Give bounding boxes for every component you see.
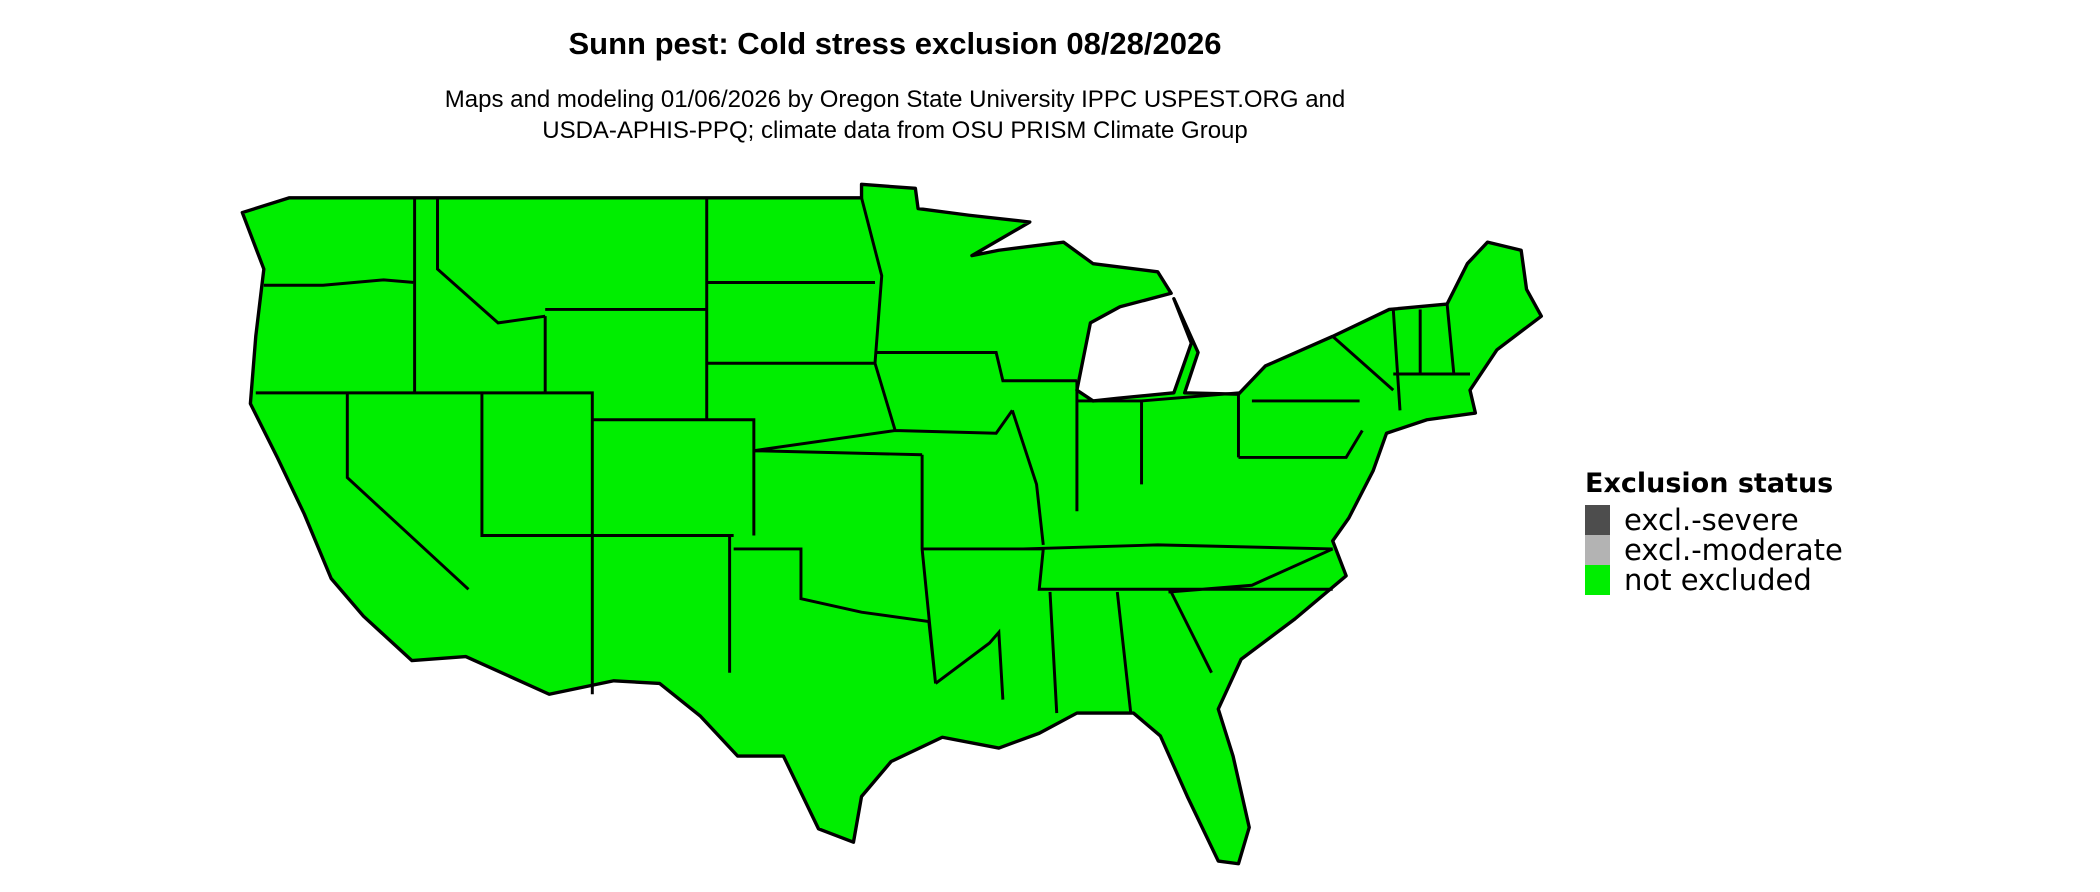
conus-outline <box>240 182 1544 866</box>
legend-title: Exclusion status <box>1585 468 1834 499</box>
legend-label: excl.-severe <box>1624 503 1799 537</box>
legend-swatch <box>1585 535 1610 565</box>
legend-item-severe: excl.-severe <box>1585 503 1843 537</box>
state-borders <box>255 197 1470 714</box>
subtitle-line-2: USDA-APHIS-PPQ; climate data from OSU PR… <box>542 117 1248 144</box>
legend-label: excl.-moderate <box>1624 533 1843 567</box>
map-title: Sunn pest: Cold stress exclusion 08/28/2… <box>568 26 1222 61</box>
legend-item-moderate: excl.-moderate <box>1585 533 1843 567</box>
legend-label: not excluded <box>1624 563 1812 597</box>
legend-swatch <box>1585 505 1610 535</box>
legend-item-not-excluded: not excluded <box>1585 563 1843 597</box>
legend: Exclusion status excl.-severe excl.-mode… <box>1585 468 1843 597</box>
subtitle-line-1: Maps and modeling 01/06/2026 by Oregon S… <box>444 86 1346 113</box>
legend-swatch <box>1585 565 1610 595</box>
